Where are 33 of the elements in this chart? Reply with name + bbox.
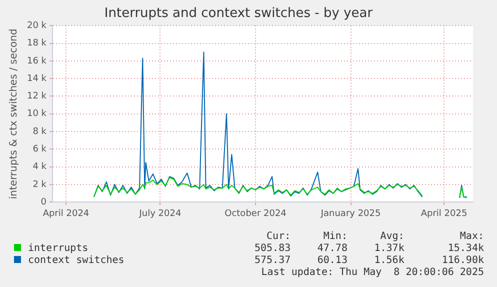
y-axis-title: interrupts & ctx switches / second [8, 28, 20, 200]
text: 505.83 [254, 242, 291, 254]
y-tick-label: 12 k [26, 92, 48, 102]
y-tick-label: 4 k [32, 162, 48, 172]
text: 1.56k [373, 254, 404, 266]
x-tick-label: July 2024 [138, 208, 182, 219]
text: 47.78 [316, 242, 348, 254]
y-tick-label: 2 k [32, 180, 48, 190]
x-tick-label: April 2025 [420, 208, 468, 219]
text: 60.13 [316, 254, 348, 266]
text: 1.37k [373, 242, 404, 254]
text: Last update: Thu May 8 20:00:06 2025 [260, 267, 484, 278]
text: 15.34k [446, 242, 484, 254]
chart-title: Interrupts and context switches - by year [104, 6, 374, 22]
y-tick-label: 8 k [32, 126, 48, 137]
y-tick-label: 10 k [26, 109, 48, 120]
y-tick-label: 0 [40, 198, 47, 208]
text: 575.37 [254, 254, 291, 266]
y-tick-label: 14 k [26, 74, 48, 84]
legend-label: context switches [27, 254, 126, 266]
text: Min: [322, 230, 348, 242]
text: Max: [458, 230, 484, 242]
y-tick-label: 18 k [26, 38, 48, 49]
x-tick-label: April 2024 [42, 208, 90, 219]
legend-label: interrupts [27, 242, 90, 254]
x-tick-label: January 2025 [320, 208, 381, 219]
x-tick-label: October 2024 [224, 208, 287, 219]
y-tick-label: 16 k [26, 56, 48, 66]
text: 116.90k [440, 254, 484, 266]
text: Cur: [266, 230, 291, 242]
y-tick-label: 20 k [26, 20, 48, 31]
y-tick-label: 6 k [32, 144, 48, 155]
text: Avg: [379, 230, 404, 242]
